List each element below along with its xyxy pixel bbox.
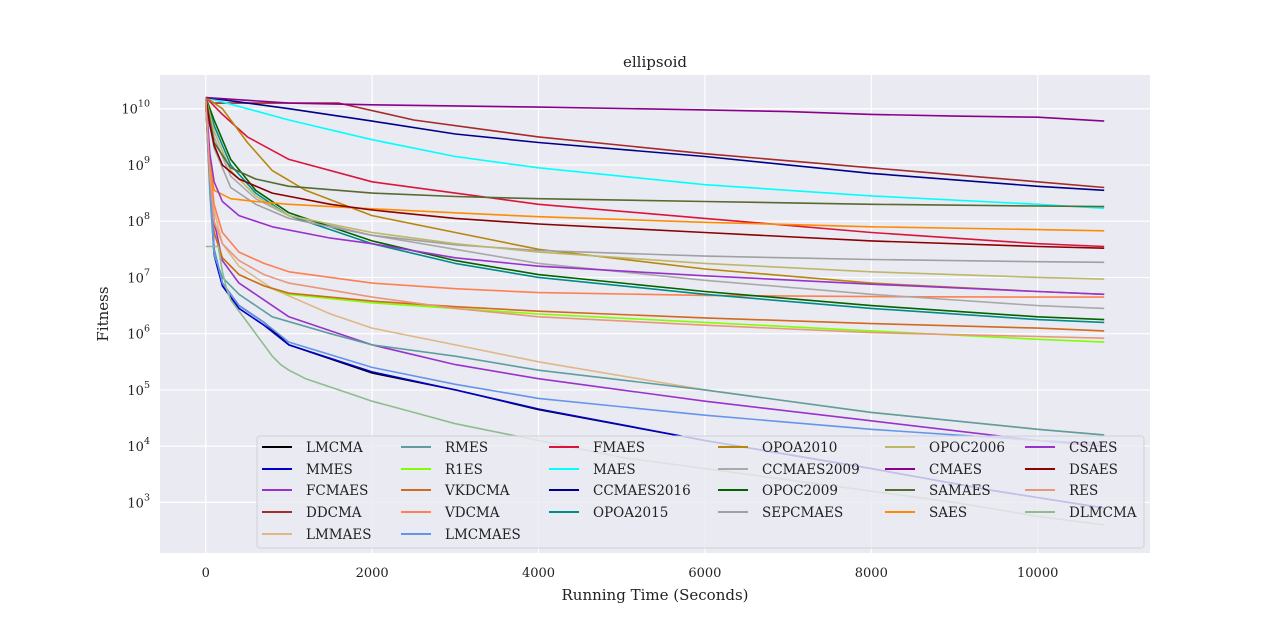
x-tick-label: 6000 <box>688 566 721 581</box>
tick-layer: 0 2000 4000 6000 8000 10000 103 104 105 106 107 108… <box>121 99 1058 581</box>
legend-label: CSAES <box>1069 440 1117 456</box>
y-tick-label: 104 <box>127 436 150 455</box>
x-tick-label: 8000 <box>855 566 888 581</box>
legend: LMCMA MMES FCMAES DDCMA LMMAES RMES R1ES VKDCMA… <box>256 435 1145 549</box>
legend-label: DLMCMA <box>1069 505 1137 521</box>
legend-label: OPOA2010 <box>762 440 837 456</box>
x-tick-label: 2000 <box>356 566 389 581</box>
x-axis-label: Running Time (Seconds) <box>561 586 748 604</box>
legend-label: OPOC2009 <box>762 483 838 499</box>
x-tick-label: 0 <box>202 566 210 581</box>
series-line-vkdcma <box>205 103 1105 332</box>
legend-box <box>256 435 1145 549</box>
series-line-rmes <box>205 103 1105 436</box>
series-line-lmcmaes <box>205 103 1105 445</box>
y-axis-label: Fitness <box>94 286 112 341</box>
legend-label: LMCMAES <box>445 527 521 543</box>
legend-label: CCMAES2016 <box>593 483 691 499</box>
series-line-opoa2015 <box>205 97 1105 324</box>
y-tick-label: 109 <box>127 155 150 174</box>
legend-label: RES <box>1069 483 1098 499</box>
series-line-fmaes <box>205 96 1105 248</box>
y-tick-label: 1010 <box>121 99 150 118</box>
series-line-samaes <box>205 97 1105 208</box>
y-tick-label: 105 <box>127 380 150 399</box>
legend-label: MMES <box>306 462 353 478</box>
chart-title: ellipsoid <box>623 53 687 71</box>
legend-label: LMCMA <box>306 440 363 456</box>
legend-label: MAES <box>593 462 636 478</box>
series-line-cmaes <box>205 96 1105 122</box>
series-line-res <box>205 97 1105 339</box>
series-line-fcmaes <box>205 103 1105 447</box>
series-line-ddcma <box>205 96 1105 189</box>
y-tick-label: 103 <box>127 492 150 511</box>
series-line-csaes <box>205 97 1105 296</box>
legend-label: DDCMA <box>306 505 362 521</box>
series-line-dsaes <box>205 97 1105 249</box>
legend-label: SAMAES <box>929 483 991 499</box>
series-line-sepcmaes <box>205 97 1105 264</box>
legend-label: VKDCMA <box>444 483 510 499</box>
series-line-saes <box>205 97 1105 232</box>
series-layer <box>205 96 1105 526</box>
y-tick-label: 107 <box>127 267 150 286</box>
legend-label: SEPCMAES <box>762 505 843 521</box>
legend-label: FMAES <box>593 440 645 456</box>
x-tick-label: 10000 <box>1017 566 1058 581</box>
series-line-vdcma <box>205 103 1105 298</box>
legend-label: R1ES <box>445 462 483 478</box>
series-line-maes <box>205 96 1105 210</box>
legend-label: OPOC2006 <box>929 440 1005 456</box>
legend-label: LMMAES <box>306 527 371 543</box>
y-tick-label: 108 <box>127 211 150 230</box>
series-line-ccmaes2016 <box>205 96 1105 192</box>
legend-label: FCMAES <box>306 483 368 499</box>
x-tick-label: 4000 <box>522 566 555 581</box>
legend-label: SAES <box>929 505 967 521</box>
y-tick-label: 106 <box>127 324 150 343</box>
legend-label: VDCMA <box>444 505 500 521</box>
legend-label: RMES <box>445 440 488 456</box>
legend-label: DSAES <box>1069 462 1118 478</box>
legend-label: CCMAES2009 <box>762 462 860 478</box>
legend-label: CMAES <box>929 462 982 478</box>
series-line-opoa2010 <box>205 96 1105 296</box>
legend-label: OPOA2015 <box>593 505 668 521</box>
